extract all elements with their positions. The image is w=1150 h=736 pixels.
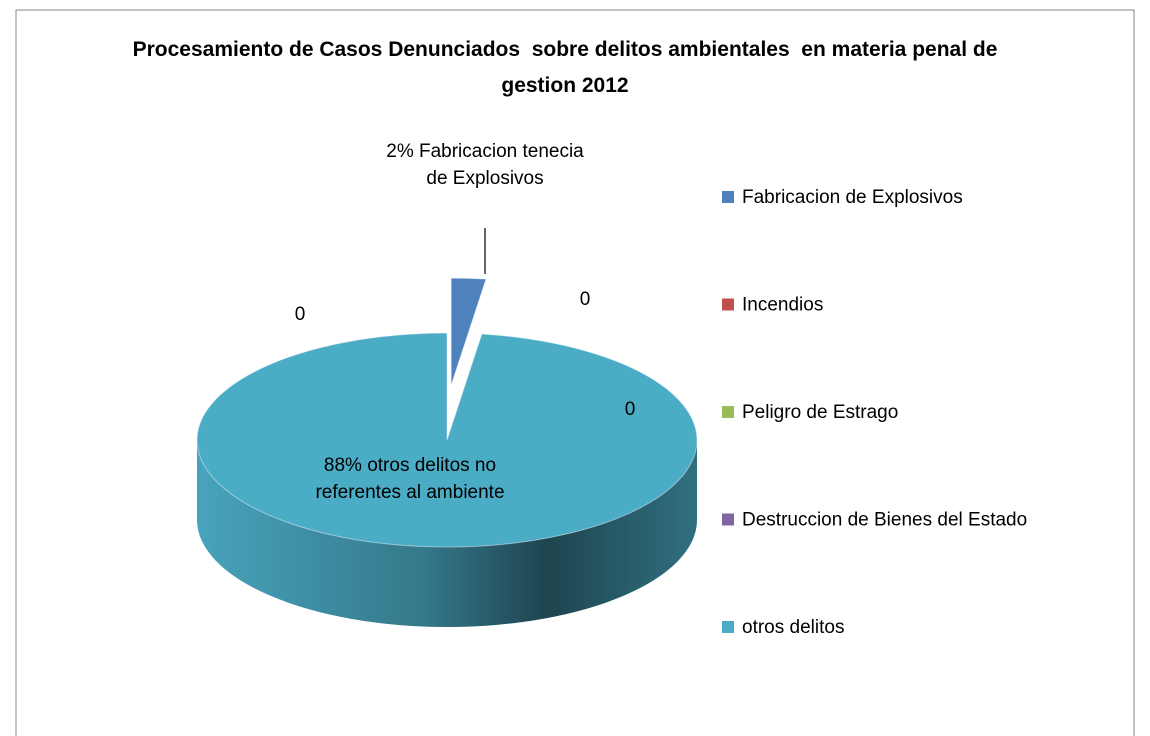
slice-side-shade (197, 440, 697, 627)
legend-label: Incendios (742, 295, 823, 316)
data-label: 0 (294, 304, 306, 325)
data-label: 0 (579, 289, 591, 310)
legend-swatch (722, 191, 734, 203)
legend-label: Peligro de Estrago (742, 402, 898, 423)
legend-label: Destruccion de Bienes del Estado (742, 510, 1027, 531)
chart-title: Procesamiento de Casos Denunciados sobre… (132, 38, 1004, 97)
legend-label: otros delitos (742, 617, 844, 638)
slice (196, 332, 698, 548)
legend-label: Fabricacion de Explosivos (742, 187, 963, 208)
chart-frame (15, 9, 1135, 736)
data-label: 88% otros delitos no referentes al ambie… (315, 455, 505, 503)
legend-swatch (722, 621, 734, 633)
legend-swatch (722, 406, 734, 418)
slice (450, 277, 487, 386)
legend-swatch (722, 298, 734, 311)
data-label: 0 (624, 399, 636, 420)
legend-swatch (722, 513, 734, 526)
data-label: 2% Fabricacion tenecia de Explosivos (386, 141, 584, 189)
